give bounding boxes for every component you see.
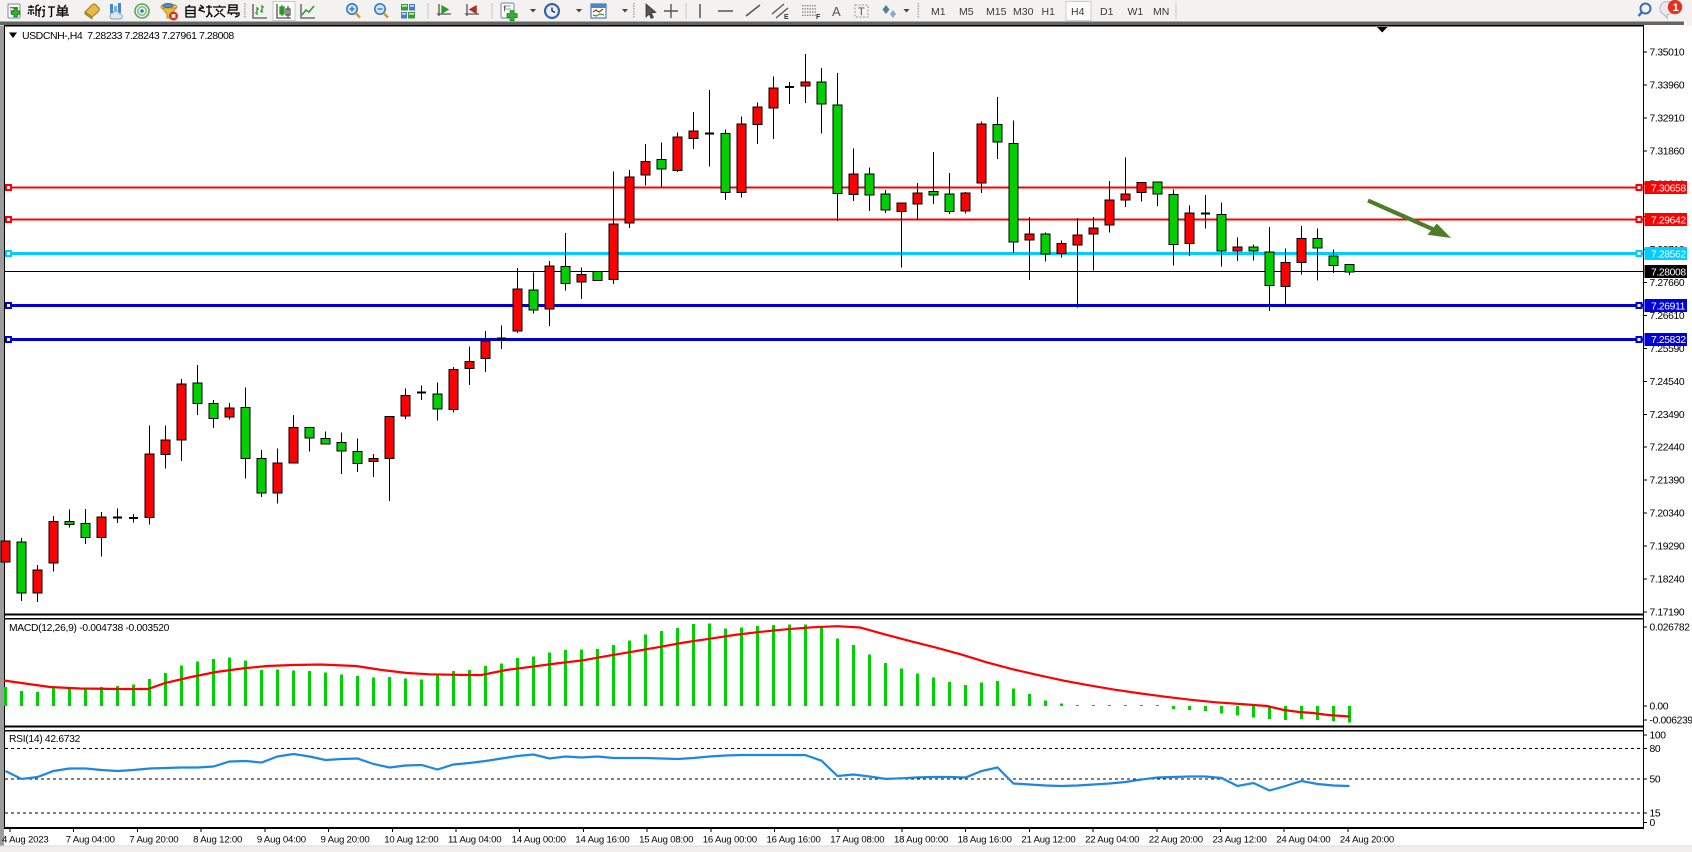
svg-text:7.23490: 7.23490 — [1650, 410, 1685, 421]
svg-text:0.026782: 0.026782 — [1650, 623, 1691, 634]
svg-text:f: f — [504, 5, 507, 14]
svg-text:9 Aug 04:00: 9 Aug 04:00 — [257, 835, 306, 846]
svg-text:16 Aug 16:00: 16 Aug 16:00 — [767, 835, 821, 846]
svg-text:7.30658: 7.30658 — [1651, 183, 1686, 194]
svg-text:7 Aug 20:00: 7 Aug 20:00 — [129, 835, 178, 846]
svg-text:7.28562: 7.28562 — [1651, 249, 1686, 260]
svg-text:23 Aug 12:00: 23 Aug 12:00 — [1212, 835, 1266, 846]
svg-text:7.25590: 7.25590 — [1650, 344, 1685, 355]
svg-text:H4: H4 — [1071, 6, 1085, 18]
svg-text:F: F — [816, 14, 821, 21]
svg-text:MN: MN — [1153, 6, 1169, 18]
svg-text:18 Aug 16:00: 18 Aug 16:00 — [958, 835, 1012, 846]
svg-text:USDCNH-,H4 7.28233 7.28243 7.: USDCNH-,H4 7.28233 7.28243 7.27961 7.280… — [22, 30, 234, 42]
svg-text:M5: M5 — [959, 6, 974, 18]
svg-text:1: 1 — [1673, 2, 1679, 14]
svg-text:22 Aug 20:00: 22 Aug 20:00 — [1149, 835, 1203, 846]
svg-text:100: 100 — [1650, 731, 1667, 742]
svg-text:0: 0 — [1650, 818, 1656, 829]
svg-text:11 Aug 04:00: 11 Aug 04:00 — [448, 835, 501, 846]
svg-text:9 Aug 20:00: 9 Aug 20:00 — [321, 835, 370, 846]
svg-text:7.31860: 7.31860 — [1650, 146, 1685, 157]
svg-text:MACD(12,26,9) -0.004738 -0.003: MACD(12,26,9) -0.004738 -0.003520 — [9, 623, 170, 634]
svg-text:E: E — [784, 14, 789, 21]
svg-text:7.21390: 7.21390 — [1650, 476, 1685, 487]
svg-text:7.22440: 7.22440 — [1650, 443, 1685, 454]
svg-text:7.26911: 7.26911 — [1651, 301, 1686, 312]
svg-text:7.18240: 7.18240 — [1650, 575, 1685, 586]
svg-text:A: A — [832, 4, 841, 19]
svg-text:50: 50 — [1650, 775, 1661, 786]
svg-text:21 Aug 12:00: 21 Aug 12:00 — [1021, 835, 1075, 846]
svg-text:16 Aug 00:00: 16 Aug 00:00 — [703, 835, 757, 846]
svg-text:15: 15 — [1650, 809, 1661, 820]
svg-text:7.24540: 7.24540 — [1650, 377, 1685, 388]
svg-text:M30: M30 — [1013, 6, 1034, 18]
svg-text:7.32910: 7.32910 — [1650, 114, 1685, 125]
svg-text:7.25832: 7.25832 — [1651, 335, 1686, 346]
svg-text:18 Aug 00:00: 18 Aug 00:00 — [894, 835, 948, 846]
svg-text:17 Aug 08:00: 17 Aug 08:00 — [830, 835, 884, 846]
svg-text:7 Aug 04:00: 7 Aug 04:00 — [66, 835, 115, 846]
svg-text:H1: H1 — [1042, 6, 1056, 18]
svg-text:7.17190: 7.17190 — [1650, 607, 1685, 618]
svg-text:15 Aug 08:00: 15 Aug 08:00 — [639, 835, 693, 846]
svg-text:RSI(14) 42.6732: RSI(14) 42.6732 — [9, 734, 81, 745]
svg-text:7.33960: 7.33960 — [1650, 81, 1685, 92]
svg-text:7.26610: 7.26610 — [1650, 311, 1685, 322]
svg-text:22 Aug 04:00: 22 Aug 04:00 — [1085, 835, 1139, 846]
svg-text:7.28008: 7.28008 — [1651, 267, 1686, 278]
svg-text:7.29642: 7.29642 — [1651, 215, 1686, 226]
svg-text:7.20340: 7.20340 — [1650, 509, 1685, 520]
svg-text:M15: M15 — [986, 6, 1007, 18]
svg-text:7.35010: 7.35010 — [1650, 48, 1685, 59]
svg-text:10 Aug 12:00: 10 Aug 12:00 — [384, 835, 438, 846]
svg-text:7.19290: 7.19290 — [1650, 542, 1685, 553]
svg-text:14 Aug 00:00: 14 Aug 00:00 — [512, 835, 566, 846]
svg-text:8 Aug 12:00: 8 Aug 12:00 — [193, 835, 242, 846]
svg-text:-0.006239: -0.006239 — [1650, 716, 1692, 727]
svg-text:80: 80 — [1650, 744, 1661, 755]
svg-text:0.00: 0.00 — [1650, 702, 1669, 713]
svg-text:24 Aug 04:00: 24 Aug 04:00 — [1276, 835, 1330, 846]
svg-text:14 Aug 16:00: 14 Aug 16:00 — [575, 835, 629, 846]
svg-text:7.27660: 7.27660 — [1650, 278, 1685, 289]
svg-text:M1: M1 — [931, 6, 946, 18]
svg-text:24 Aug 20:00: 24 Aug 20:00 — [1340, 835, 1394, 846]
svg-text:W1: W1 — [1128, 6, 1144, 18]
svg-text:T: T — [858, 6, 865, 18]
svg-text:D1: D1 — [1100, 6, 1114, 18]
svg-text:4 Aug 2023: 4 Aug 2023 — [2, 835, 49, 846]
